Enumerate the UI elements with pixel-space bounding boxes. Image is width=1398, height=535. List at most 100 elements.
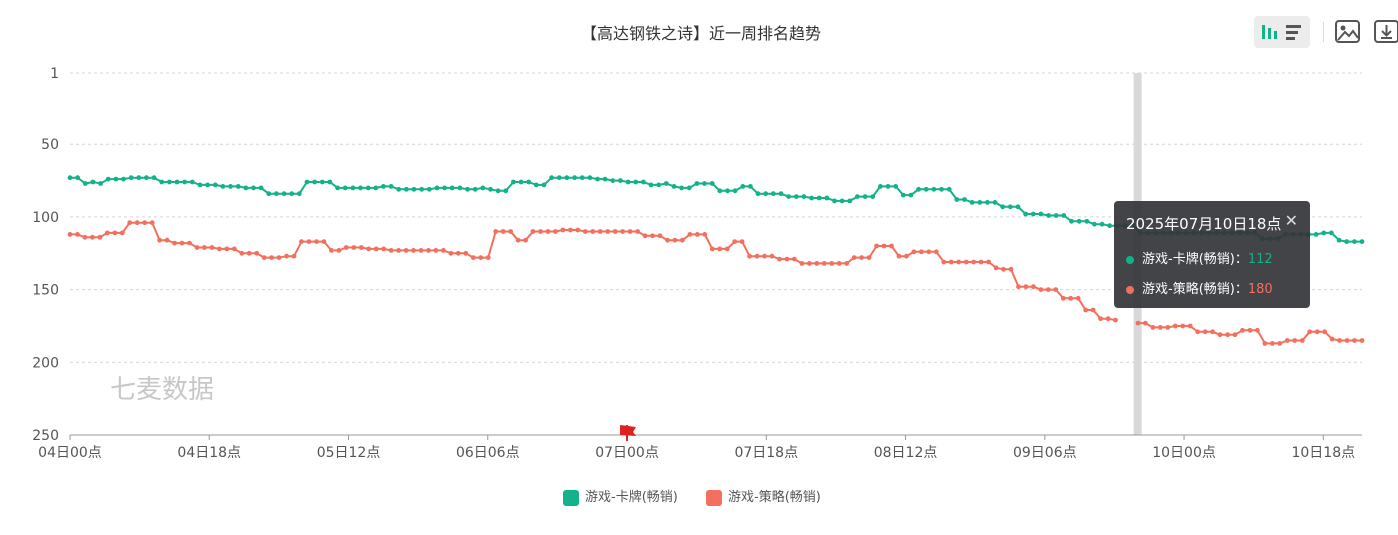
- list-view-button[interactable]: [1283, 20, 1307, 44]
- y-tick-label: 100: [32, 210, 59, 226]
- data-point: [312, 179, 317, 185]
- data-point: [568, 227, 573, 233]
- data-point: [590, 229, 596, 234]
- data-point: [971, 259, 977, 265]
- data-point: [1107, 223, 1113, 229]
- data-point: [174, 179, 180, 185]
- data-point: [104, 230, 110, 236]
- data-point: [358, 185, 363, 191]
- data-point: [694, 181, 700, 186]
- legend-item-strategy[interactable]: 游戏-策略(畅销): [706, 486, 821, 506]
- tooltip-row-card: 游戏-卡牌(畅销)：112: [1126, 248, 1273, 267]
- y-tick-label: 250: [32, 428, 59, 444]
- data-point: [732, 188, 738, 194]
- data-point: [1336, 237, 1342, 243]
- data-point: [885, 184, 891, 189]
- data-point: [281, 191, 287, 197]
- data-point: [1045, 287, 1051, 292]
- data-point: [969, 200, 975, 205]
- data-point: [274, 191, 279, 197]
- data-point: [1225, 332, 1230, 338]
- data-point: [1075, 295, 1081, 301]
- data-point: [625, 179, 631, 185]
- data-point: [919, 249, 924, 255]
- data-point: [541, 182, 547, 188]
- data-point: [1329, 336, 1335, 342]
- data-point: [992, 200, 998, 205]
- data-point: [121, 176, 126, 182]
- data-point: [289, 191, 295, 197]
- data-point: [836, 261, 842, 266]
- data-point: [575, 227, 581, 233]
- legend-item-card[interactable]: 游戏-卡牌(畅销): [563, 486, 678, 506]
- data-point: [98, 181, 103, 186]
- data-point: [455, 250, 461, 256]
- data-point: [254, 250, 260, 256]
- bar-chart-view-button[interactable]: [1257, 20, 1281, 44]
- data-point: [523, 237, 528, 243]
- data-point: [159, 179, 165, 185]
- data-point: [656, 182, 662, 188]
- data-point: [235, 184, 241, 189]
- data-point: [1038, 211, 1044, 217]
- data-point: [151, 175, 157, 181]
- data-point: [194, 245, 200, 250]
- data-point: [157, 237, 163, 243]
- data-point: [878, 184, 883, 189]
- data-point: [582, 229, 588, 234]
- data-point: [457, 185, 463, 191]
- data-point: [449, 185, 455, 191]
- data-point: [908, 192, 914, 198]
- data-point: [511, 179, 516, 185]
- data-point: [597, 229, 603, 234]
- data-point: [587, 175, 593, 181]
- data-point: [448, 250, 454, 256]
- data-point: [769, 253, 775, 259]
- download-button[interactable]: [1373, 18, 1398, 46]
- data-point: [343, 245, 349, 250]
- data-point: [747, 253, 752, 259]
- data-point: [572, 175, 577, 181]
- data-point: [923, 186, 929, 192]
- data-point: [633, 179, 639, 185]
- data-point: [564, 175, 570, 181]
- data-point: [954, 197, 960, 202]
- chart-title: 【高达钢铁之诗】近一周排名趋势: [580, 24, 821, 43]
- data-point: [900, 192, 906, 198]
- data-point: [862, 194, 868, 200]
- flag-icon[interactable]: [620, 425, 637, 436]
- data-point: [266, 191, 272, 197]
- data-point: [1210, 329, 1215, 335]
- x-tick-label: 10日18点: [1291, 445, 1355, 461]
- data-point: [419, 186, 425, 192]
- tooltip-close-icon[interactable]: ✕: [1284, 211, 1298, 230]
- data-point: [993, 265, 999, 271]
- save-image-button[interactable]: [1334, 18, 1362, 46]
- data-point: [1001, 266, 1006, 272]
- data-point: [202, 245, 207, 250]
- data-point: [1135, 320, 1141, 326]
- data-point: [657, 233, 663, 239]
- data-point: [197, 182, 203, 188]
- data-point: [396, 248, 401, 253]
- data-point: [847, 198, 853, 204]
- data-point: [82, 181, 88, 186]
- tooltip-row-strategy: 游戏-策略(畅销)：180: [1126, 278, 1273, 297]
- data-point: [1038, 287, 1044, 292]
- data-point: [549, 175, 554, 181]
- watermark: 七麦数据: [110, 375, 214, 405]
- data-point: [488, 186, 493, 192]
- data-point: [388, 248, 394, 253]
- data-point: [149, 220, 155, 226]
- data-point: [515, 237, 521, 243]
- data-point: [441, 248, 446, 253]
- data-point: [164, 237, 170, 243]
- data-point: [299, 239, 304, 245]
- series-0: [67, 175, 1365, 245]
- x-tick-label: 09日06点: [1013, 445, 1077, 461]
- flag-marker[interactable]: [620, 425, 637, 441]
- data-point: [1299, 338, 1305, 343]
- x-tick-label: 04日18点: [177, 445, 241, 461]
- data-point: [1165, 325, 1171, 330]
- data-point: [870, 194, 876, 200]
